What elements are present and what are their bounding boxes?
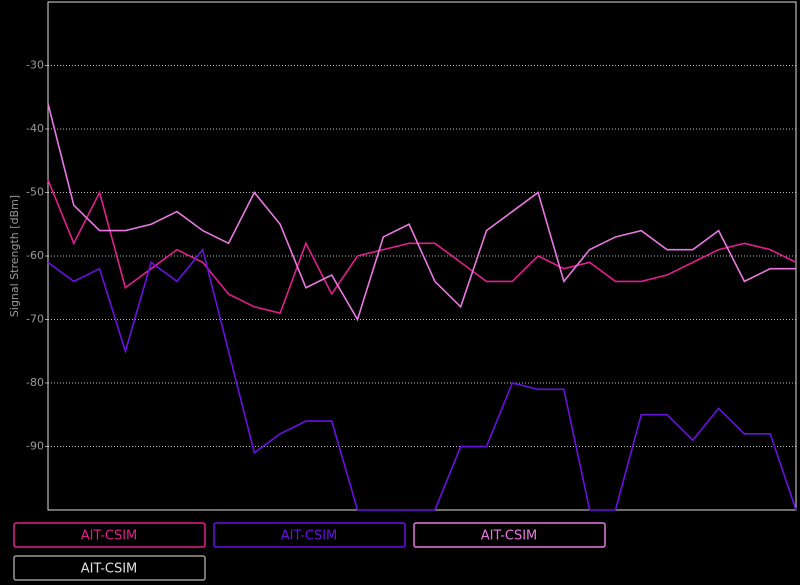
y-tick-label: -80 xyxy=(26,376,44,389)
y-tick-label: -70 xyxy=(26,313,44,326)
series-line xyxy=(47,103,796,322)
legend-label[interactable]: AIT-CSIM xyxy=(81,562,138,577)
y-axis-label: Signal Strength [dBm] xyxy=(8,195,21,317)
legend-label[interactable]: AIT-CSIM xyxy=(481,529,538,544)
y-tick-label: -30 xyxy=(26,59,44,72)
legend-label[interactable]: AIT-CSIM xyxy=(281,529,338,544)
y-tick-label: -50 xyxy=(26,186,44,199)
series-line xyxy=(47,179,797,315)
legend-item[interactable] xyxy=(13,522,206,548)
legend-label[interactable]: AIT-CSIM xyxy=(81,529,138,544)
legend-item[interactable] xyxy=(413,522,606,548)
series-line xyxy=(47,247,797,511)
legend-item[interactable] xyxy=(213,522,406,548)
y-tick-label: -40 xyxy=(26,122,44,135)
y-tick-label: -60 xyxy=(26,249,44,262)
legend-item[interactable] xyxy=(13,555,206,581)
y-tick-label: -90 xyxy=(26,440,44,453)
